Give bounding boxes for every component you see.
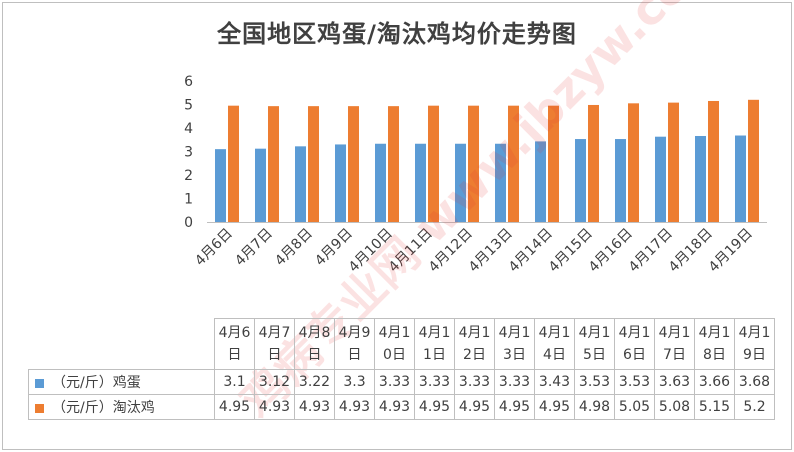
table-cell-s1-9: 4.98 — [574, 394, 615, 420]
table-cell-s1-7: 4.95 — [494, 394, 535, 420]
table-category-9: 4月15日 — [574, 318, 615, 370]
bar-s1-2 — [308, 106, 319, 222]
bar-s0-9 — [575, 139, 586, 222]
table-category-13: 4月19日 — [734, 318, 775, 370]
table-cell-s1-10: 5.05 — [614, 394, 655, 420]
table-cell-s0-7: 3.33 — [494, 369, 535, 395]
table-cell-s0-8: 3.43 — [534, 369, 575, 395]
bar-s1-3 — [348, 106, 359, 222]
y-tick-label-4: 4 — [184, 121, 193, 137]
chart-title: 全国地区鸡蛋/淘汰鸡均价走势图 — [217, 20, 577, 48]
bar-s0-2 — [295, 146, 306, 222]
table-category-3: 4月9日 — [334, 318, 375, 370]
x-tick-label-13: 4月19日 — [706, 226, 756, 276]
table-category-0: 4月6日 — [214, 318, 255, 370]
bar-s1-0 — [228, 105, 239, 222]
table-category-12: 4月18日 — [694, 318, 735, 370]
bar-s0-3 — [335, 144, 346, 222]
bar-s1-9 — [588, 104, 599, 222]
bar-s1-10 — [628, 103, 639, 222]
x-axis: 4月6日4月7日4月8日4月9日4月10日4月11日4月12日4月13日4月14… — [192, 222, 767, 276]
table-cell-s0-10: 3.53 — [614, 369, 655, 395]
x-tick-label-1: 4月7日 — [232, 226, 276, 270]
table-category-7: 4月13日 — [494, 318, 535, 370]
y-tick-label-5: 5 — [184, 98, 193, 114]
bar-s0-13 — [735, 135, 746, 222]
bar-s0-10 — [615, 139, 626, 222]
x-tick-label-0: 4月6日 — [192, 226, 236, 270]
table-cell-s0-11: 3.63 — [654, 369, 695, 395]
bar-s0-12 — [695, 135, 706, 222]
bar-s1-6 — [468, 105, 479, 222]
bar-s0-5 — [415, 143, 426, 222]
y-tick-label-6: 6 — [184, 74, 193, 90]
table-cell-s1-11: 5.08 — [654, 394, 695, 420]
bar-s1-4 — [388, 106, 399, 222]
table-category-2: 4月8日 — [294, 318, 335, 370]
table-cell-s1-12: 5.15 — [694, 394, 735, 420]
table-cell-s1-0: 4.95 — [214, 394, 255, 420]
table-corner — [29, 319, 215, 370]
table-cell-s1-1: 4.93 — [254, 394, 295, 420]
table-row-hen: （元/斤）淘汰鸡 4.95 4.93 4.93 4.93 4.93 4.95 4.95 4.9… — [28, 394, 775, 420]
table-cell-s0-2: 3.22 — [294, 369, 335, 395]
table-category-4: 4月10日 — [374, 318, 415, 370]
bar-s0-6 — [455, 143, 466, 222]
table-category-5: 4月11日 — [414, 318, 455, 370]
table-cell-s1-5: 4.95 — [414, 394, 455, 420]
table-category-1: 4月7日 — [254, 318, 295, 370]
data-table: 4月6日 4月7日 4月8日 4月9日 4月10日 4月11日 4月12日 4月13日 4月14… — [28, 318, 775, 420]
y-tick-label-1: 1 — [184, 192, 193, 208]
table-cell-s0-5: 3.33 — [414, 369, 455, 395]
table-cell-s0-3: 3.3 — [334, 369, 375, 395]
legend-label-hen: （元/斤）淘汰鸡 — [52, 400, 155, 416]
bar-s1-12 — [708, 100, 719, 222]
y-tick-label-3: 3 — [184, 145, 193, 161]
bar-s1-1 — [268, 106, 279, 222]
table-cell-s1-8: 4.95 — [534, 394, 575, 420]
legend-swatch-hen — [35, 403, 44, 413]
table-header-row: 4月6日 4月7日 4月8日 4月9日 4月10日 4月11日 4月12日 4月13日 4月14… — [29, 318, 775, 370]
table-category-6: 4月12日 — [454, 318, 495, 370]
table-row-egg: （元/斤）鸡蛋 3.1 3.12 3.22 3.3 3.33 3.33 3.33 3.33 3.… — [28, 369, 775, 395]
table-cell-s0-6: 3.33 — [454, 369, 495, 395]
bar-s1-5 — [428, 105, 439, 222]
y-axis: 0 1 2 3 4 5 6 — [184, 74, 193, 231]
x-tick-label-2: 4月8日 — [272, 226, 316, 270]
table-cell-s0-1: 3.12 — [254, 369, 295, 395]
table-cell-s0-12: 3.66 — [694, 369, 735, 395]
table-cell-s1-2: 4.93 — [294, 394, 335, 420]
legend-label-egg: （元/斤）鸡蛋 — [52, 375, 141, 391]
legend-swatch-egg — [35, 378, 44, 388]
bar-s0-8 — [535, 141, 546, 222]
table-cell-s1-6: 4.95 — [454, 394, 495, 420]
bar-s0-0 — [215, 149, 226, 222]
table-cell-s1-13: 5.2 — [734, 394, 775, 420]
table-category-10: 4月16日 — [614, 318, 655, 370]
bar-s1-7 — [508, 105, 519, 222]
table-category-8: 4月14日 — [534, 318, 575, 370]
table-cell-s0-9: 3.53 — [574, 369, 615, 395]
table-cell-s0-4: 3.33 — [374, 369, 415, 395]
bar-s0-4 — [375, 143, 386, 222]
y-tick-label-0: 0 — [184, 215, 193, 231]
table-cell-s1-4: 4.93 — [374, 394, 415, 420]
bar-s1-8 — [548, 105, 559, 222]
table-cell-s0-13: 3.68 — [734, 369, 775, 395]
bar-s0-1 — [255, 148, 266, 222]
table-cell-s0-0: 3.1 — [214, 369, 255, 395]
table-category-11: 4月17日 — [654, 318, 695, 370]
bars — [215, 99, 759, 222]
legend-hen: （元/斤）淘汰鸡 — [28, 394, 215, 420]
legend-egg: （元/斤）鸡蛋 — [28, 369, 215, 395]
y-tick-label-2: 2 — [184, 168, 193, 184]
bar-s1-11 — [668, 102, 679, 222]
bar-s1-13 — [748, 99, 759, 222]
bar-s0-7 — [495, 143, 506, 222]
bar-s0-11 — [655, 136, 666, 222]
table-cell-s1-3: 4.93 — [334, 394, 375, 420]
